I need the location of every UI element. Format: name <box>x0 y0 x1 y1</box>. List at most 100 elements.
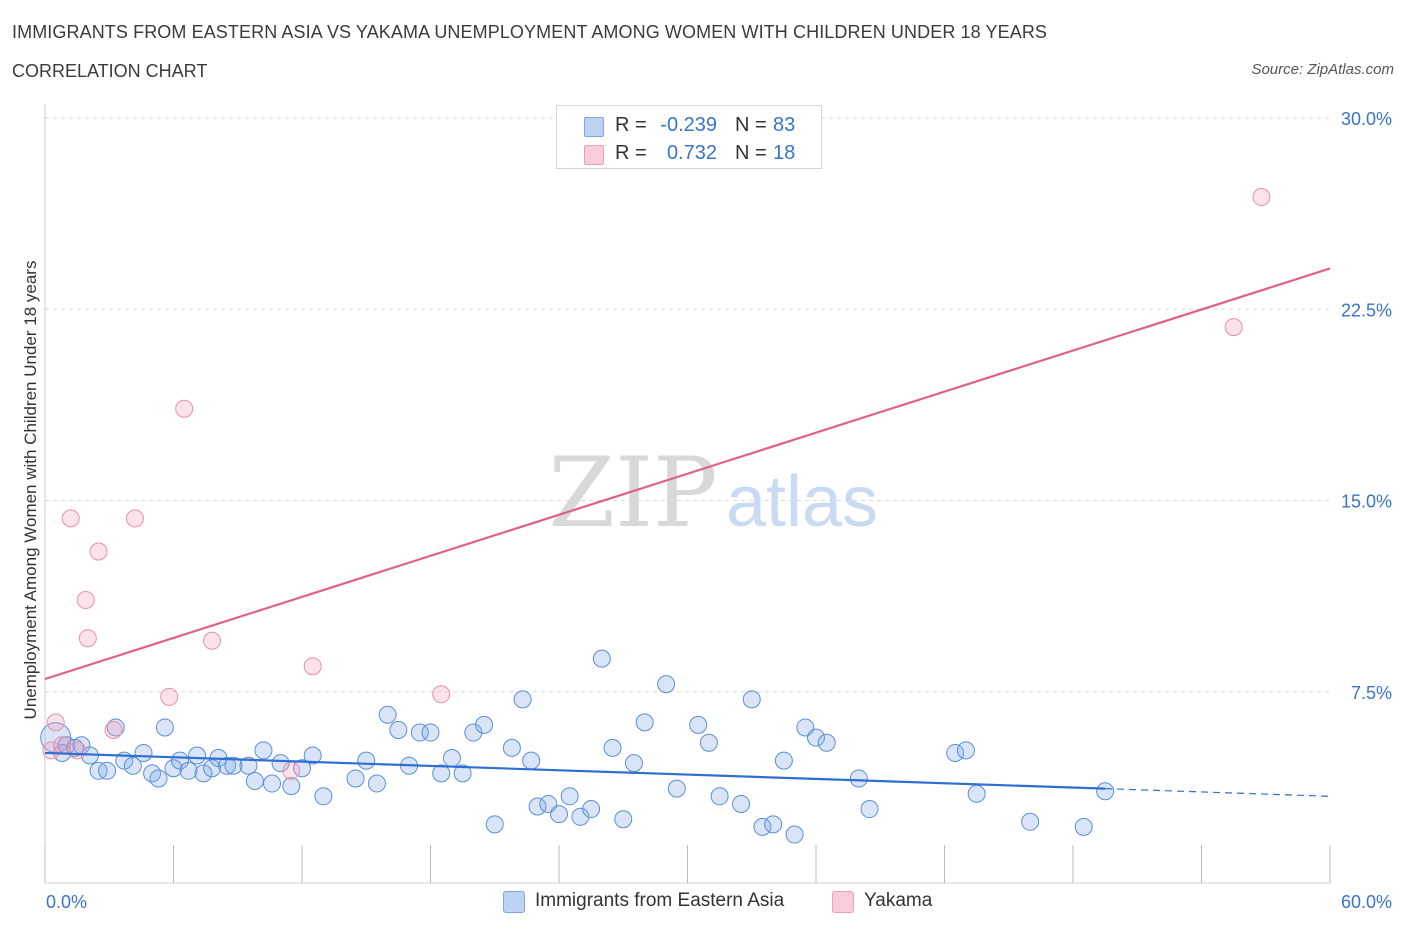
eastern-asia-point <box>710 787 729 806</box>
eastern-asia-point <box>263 774 282 793</box>
eastern-asia-point <box>123 756 142 775</box>
legend-swatch-blue <box>503 891 525 913</box>
eastern-asia-point <box>134 743 153 762</box>
eastern-asia-point <box>753 817 772 836</box>
eastern-asia-point <box>239 756 258 775</box>
eastern-asia-point <box>635 713 654 732</box>
yakama-point <box>104 721 123 739</box>
yakama-point <box>46 713 65 732</box>
yakama-point <box>76 590 95 609</box>
eastern-asia-point <box>582 800 601 819</box>
eastern-asia-point <box>560 787 579 806</box>
yakama-point <box>432 685 451 704</box>
eastern-asia-point <box>485 815 504 834</box>
eastern-asia-trend-extension <box>1105 788 1331 797</box>
eastern-asia-point <box>410 723 429 742</box>
eastern-asia-point <box>453 764 472 783</box>
eastern-asia-point <box>550 805 568 824</box>
eastern-asia-point <box>522 751 541 770</box>
eastern-asia-point <box>155 718 174 737</box>
chart-title: IMMIGRANTS FROM EASTERN ASIA VS YAKAMA U… <box>12 22 1048 42</box>
eastern-asia-point <box>592 649 611 668</box>
x-tick-label: 60.0% <box>1341 892 1392 912</box>
yakama-point <box>89 542 108 561</box>
eastern-asia-point <box>1096 782 1115 801</box>
yakama-point <box>203 631 222 650</box>
y-tick-label: 30.0% <box>1341 109 1392 129</box>
y-tick-label: 22.5% <box>1341 300 1392 320</box>
eastern-asia-point <box>218 756 237 775</box>
x-tick-label: 0.0% <box>46 892 87 912</box>
eastern-asia-point <box>667 779 686 798</box>
eastern-asia-point <box>807 728 825 747</box>
eastern-asia-point <box>421 723 440 742</box>
eastern-asia-point <box>194 764 213 783</box>
eastern-asia-point <box>956 741 975 760</box>
eastern-asia-point <box>785 825 804 844</box>
eastern-asia-point <box>967 784 986 803</box>
eastern-asia-point <box>624 754 643 773</box>
r-value: -0.239 <box>660 114 717 136</box>
r-label: R = <box>615 114 647 136</box>
eastern-asia-point <box>464 723 483 742</box>
eastern-asia-point <box>179 761 198 780</box>
yakama-point <box>1224 318 1243 337</box>
axes <box>44 104 1331 884</box>
eastern-asia-point <box>98 761 117 780</box>
legend-row-yakama: R = 0.732 N = 18 <box>557 139 821 167</box>
watermark-zip: ZIP <box>548 437 717 549</box>
eastern-asia-point <box>689 715 708 734</box>
eastern-asia-point <box>254 741 273 760</box>
legend-row-eastern-asia: R = -0.239 N = 83 <box>557 111 821 139</box>
n-value: 83 <box>773 114 796 136</box>
eastern-asia-point <box>1021 812 1040 831</box>
eastern-asia-trend-line <box>44 751 1106 790</box>
watermark-atlas: atlas <box>726 462 878 542</box>
eastern-asia-point <box>817 733 836 752</box>
y-tick-label: 15.0% <box>1341 492 1392 512</box>
tick-labels: 7.5% 15.0% 22.5% 30.0% 0.0% 60.0% <box>46 109 1392 912</box>
eastern-asia-point <box>774 751 793 770</box>
eastern-asia-point <box>742 690 761 709</box>
eastern-asia-point <box>657 675 676 694</box>
eastern-asia-point <box>188 746 207 765</box>
n-label: N = <box>735 142 767 164</box>
correlation-legend: R = -0.239 N = 83 R = 0.732 N = 18 <box>556 105 822 169</box>
yakama-point <box>160 687 179 706</box>
trend-lines <box>44 267 1331 797</box>
yakama-point <box>42 741 61 760</box>
eastern-asia-point <box>732 794 751 813</box>
eastern-asia-point <box>502 738 521 757</box>
watermark: ZIP atlas <box>548 437 878 549</box>
eastern-asia-point <box>528 797 547 816</box>
eastern-asia-point <box>357 751 376 770</box>
grid-lines <box>45 117 1330 693</box>
eastern-asia-point <box>245 772 264 790</box>
data-points <box>40 188 1271 844</box>
y-tick-label: 7.5% <box>1351 683 1392 703</box>
eastern-asia-point <box>203 759 222 778</box>
n-label: N = <box>735 114 767 136</box>
eastern-asia-point <box>849 769 868 788</box>
eastern-asia-point <box>860 800 879 819</box>
y-axis-label: Unemployment Among Women with Children U… <box>21 260 40 720</box>
yakama-trend-line <box>44 267 1331 681</box>
eastern-asia-point <box>571 807 590 826</box>
yakama-point <box>125 509 144 528</box>
eastern-asia-point <box>164 759 183 778</box>
eastern-asia-point <box>271 754 290 773</box>
legend-swatch-pink <box>832 891 854 913</box>
source-note: Source: ZipAtlas.com <box>1251 61 1394 78</box>
legend-label: Yakama <box>864 890 933 911</box>
yakama-point <box>78 629 97 648</box>
eastern-asia-point <box>764 815 783 834</box>
eastern-asia-point <box>224 756 243 775</box>
chart-subtitle: CORRELATION CHART <box>12 61 208 81</box>
eastern-asia-point <box>314 787 333 806</box>
n-value: 18 <box>773 142 796 164</box>
eastern-asia-point <box>614 810 633 829</box>
yakama-point <box>53 736 72 755</box>
eastern-asia-point <box>389 721 408 739</box>
eastern-asia-point <box>513 690 532 709</box>
